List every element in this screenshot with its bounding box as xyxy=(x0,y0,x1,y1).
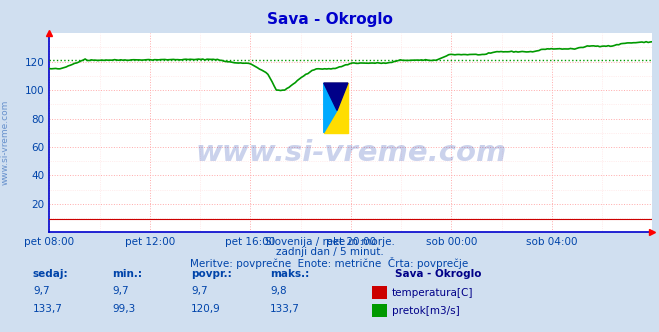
Text: 9,7: 9,7 xyxy=(112,286,129,296)
Text: Sava - Okroglo: Sava - Okroglo xyxy=(266,12,393,27)
Text: temperatura[C]: temperatura[C] xyxy=(392,288,474,298)
Text: 133,7: 133,7 xyxy=(33,304,63,314)
Polygon shape xyxy=(324,83,348,110)
Text: 99,3: 99,3 xyxy=(112,304,135,314)
Text: 9,7: 9,7 xyxy=(191,286,208,296)
Text: sedaj:: sedaj: xyxy=(33,269,69,279)
Text: 9,8: 9,8 xyxy=(270,286,287,296)
Bar xyxy=(324,83,348,133)
Text: zadnji dan / 5 minut.: zadnji dan / 5 minut. xyxy=(275,247,384,257)
Text: 120,9: 120,9 xyxy=(191,304,221,314)
Text: Meritve: povprečne  Enote: metrične  Črta: povprečje: Meritve: povprečne Enote: metrične Črta:… xyxy=(190,257,469,269)
Text: maks.:: maks.: xyxy=(270,269,310,279)
Text: Sava - Okroglo: Sava - Okroglo xyxy=(395,269,482,279)
Text: Slovenija / reke in morje.: Slovenija / reke in morje. xyxy=(264,237,395,247)
Text: min.:: min.: xyxy=(112,269,142,279)
Text: pretok[m3/s]: pretok[m3/s] xyxy=(392,306,460,316)
Polygon shape xyxy=(324,83,337,133)
Text: 9,7: 9,7 xyxy=(33,286,49,296)
Text: www.si-vreme.com: www.si-vreme.com xyxy=(195,139,507,167)
Text: www.si-vreme.com: www.si-vreme.com xyxy=(1,100,10,186)
Text: 133,7: 133,7 xyxy=(270,304,300,314)
Text: povpr.:: povpr.: xyxy=(191,269,232,279)
